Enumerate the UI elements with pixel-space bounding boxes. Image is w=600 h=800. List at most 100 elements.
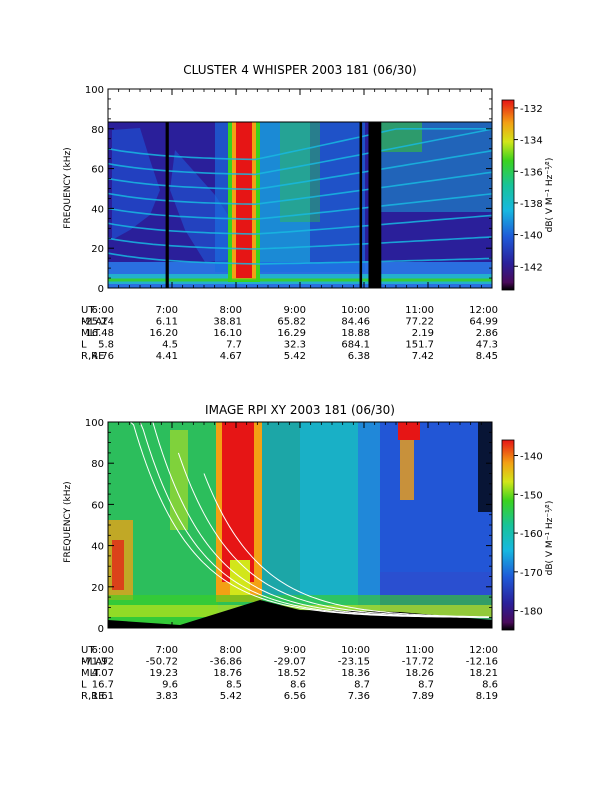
ephemeris-value: 18.26 <box>405 668 434 679</box>
panel1-data-gaps <box>165 122 382 288</box>
ephemeris-value: 4.76 <box>92 351 114 362</box>
ephemeris-row-label: MLT <box>81 668 101 679</box>
ephemeris-value: 3.83 <box>156 691 178 702</box>
panel1-emission-left <box>112 128 160 240</box>
y-tick-label: 60 <box>91 500 104 511</box>
panel2-axes: 0 20 40 60 80 100 <box>85 418 493 635</box>
y-tick-label: 100 <box>85 418 104 429</box>
ephemeris-value: 8.7 <box>354 680 370 691</box>
panel2-colorbar-label: dB( V M⁻¹ Hz⁻¹⁄²) <box>545 501 555 576</box>
colorbar-tick-label: -140 <box>520 452 543 463</box>
colorbar-tick-label: -140 <box>520 231 543 242</box>
ephemeris-value: -50.72 <box>146 657 178 668</box>
panel1-axes: 0 20 40 60 80 100 <box>85 85 493 295</box>
colorbar-tick-label: -138 <box>520 199 543 210</box>
ephemeris-value: 7.36 <box>348 691 370 702</box>
ephemeris-value: 8:00 <box>220 645 242 656</box>
panel1-harmonic-bands <box>108 128 492 282</box>
ephemeris-value: 18.52 <box>277 668 306 679</box>
ephemeris-value: 16.10 <box>213 328 242 339</box>
ephemeris-value: 4.07 <box>92 668 114 679</box>
ephemeris-row-label: L <box>81 340 87 351</box>
ephemeris-row-label: UT <box>81 645 95 656</box>
ephemeris-row-label: MLT <box>81 328 101 339</box>
ephemeris-value: -36.86 <box>210 657 242 668</box>
panel2-late-red <box>398 422 420 440</box>
ephemeris-value: 47.3 <box>476 340 498 351</box>
panel1-spectrogram <box>108 122 492 288</box>
panel2-colorbar-ticks: -140 -150 -160 -170 -180 <box>514 452 543 618</box>
ephemeris-value: 77.22 <box>405 317 434 328</box>
ephemeris-value: 11:00 <box>405 305 434 316</box>
panel2-late-orange <box>400 440 414 500</box>
ephemeris-value: 4.67 <box>220 351 242 362</box>
harmonic-band <box>108 128 492 176</box>
ephemeris-value: 5.8 <box>98 340 114 351</box>
ephemeris-value: 18.36 <box>341 668 370 679</box>
panel2-cyan-mid <box>300 422 380 628</box>
colorbar-tick-label: -170 <box>520 568 543 579</box>
ephemeris-value: 2.86 <box>476 328 498 339</box>
ephemeris-value: 8.19 <box>476 691 498 702</box>
ephemeris-value: -25.24 <box>82 317 114 328</box>
panel-image-rpi: IMAGE RPI XY 2003 181 (06/30) <box>63 403 555 702</box>
ephemeris-value: 6.56 <box>284 691 306 702</box>
ephemeris-value: 11:00 <box>405 645 434 656</box>
colorbar-tick-label: -136 <box>520 167 543 178</box>
ephemeris-value: -17.72 <box>402 657 434 668</box>
panel2-title: IMAGE RPI XY 2003 181 (06/30) <box>205 403 395 417</box>
data-gap <box>368 122 382 288</box>
y-tick-label: 80 <box>91 459 104 470</box>
ephemeris-value: 16.48 <box>85 328 114 339</box>
ephemeris-value: 9.6 <box>162 680 178 691</box>
panel2-blue-late <box>380 422 492 572</box>
ephemeris-value: 10:00 <box>341 645 370 656</box>
ephemeris-value: -29.07 <box>274 657 306 668</box>
panel1-colorbar <box>501 99 515 291</box>
ephemeris-value: 2.19 <box>412 328 434 339</box>
ephemeris-value: 1.61 <box>92 691 114 702</box>
ephemeris-value: -23.15 <box>338 657 370 668</box>
ephemeris-value: 18.88 <box>341 328 370 339</box>
ephemeris-value: 7.89 <box>412 691 434 702</box>
ephemeris-value: 4.41 <box>156 351 178 362</box>
panel2-burst-red <box>222 422 254 582</box>
y-tick-label: 100 <box>85 85 104 96</box>
ephemeris-value: 6.38 <box>348 351 370 362</box>
y-tick-label: 40 <box>91 204 104 215</box>
ephemeris-row-label: L <box>81 680 87 691</box>
y-tick-label: 20 <box>91 244 104 255</box>
harmonic-band <box>108 171 492 206</box>
y-tick-label: 40 <box>91 542 104 553</box>
panel2-spectrogram <box>108 422 492 628</box>
model-curve <box>203 473 489 618</box>
panel1-title: CLUSTER 4 WHISPER 2003 181 (06/30) <box>183 63 416 77</box>
ephemeris-value: 5.42 <box>284 351 306 362</box>
ephemeris-value: 8.7 <box>418 680 434 691</box>
ephemeris-row-label: MLAT <box>81 657 108 668</box>
y-tick-label: 80 <box>91 125 104 136</box>
ephemeris-value: 8.5 <box>226 680 242 691</box>
data-gap <box>165 122 169 288</box>
ephemeris-value: 8.6 <box>290 680 306 691</box>
harmonic-band <box>108 236 492 250</box>
y-tick-label: 60 <box>91 165 104 176</box>
panel2-right-dark <box>478 422 492 512</box>
panel2-model-curves <box>111 422 489 618</box>
ephemeris-value: 38.81 <box>213 317 242 328</box>
colorbar-tick-label: -142 <box>520 262 543 273</box>
colorbar-tick-label: -134 <box>520 136 543 147</box>
ephemeris-value: -71.92 <box>82 657 114 668</box>
ephemeris-value: 7:00 <box>156 645 178 656</box>
ephemeris-value: 9:00 <box>284 645 306 656</box>
ephemeris-value: 12:00 <box>469 645 498 656</box>
ephemeris-value: 5.42 <box>220 691 242 702</box>
harmonic-band <box>108 128 492 161</box>
y-tick-label: 0 <box>98 624 104 635</box>
panel2-ylabel: FREQUENCY (kHz) <box>63 481 73 562</box>
ephemeris-row-label: MLAT <box>81 317 108 328</box>
ephemeris-value: 12:00 <box>469 305 498 316</box>
panel1-colorbar-label: dB( V M⁻¹ Hz⁻¹⁄²) <box>545 158 555 233</box>
